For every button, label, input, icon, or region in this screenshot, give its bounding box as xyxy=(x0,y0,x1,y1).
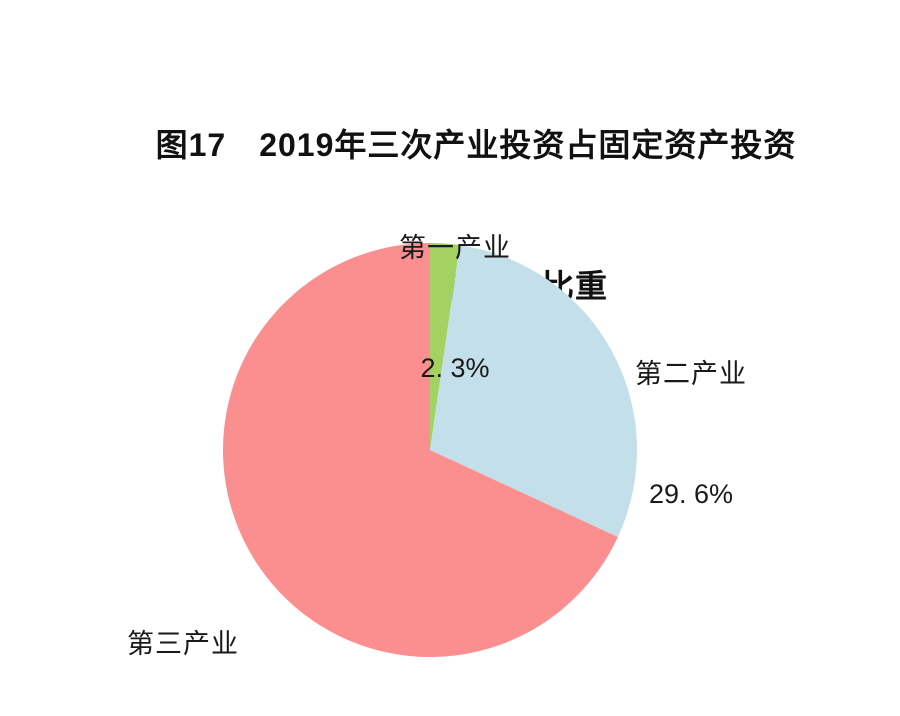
slice-label-name: 第三产业 xyxy=(127,629,239,659)
slice-label-value: 29. 6% xyxy=(648,479,734,509)
chart-title-line1: 图17 2019年三次产业投资占固定资产投资 xyxy=(155,127,797,163)
pie-slice-primary-industry xyxy=(430,243,460,450)
slice-label-tertiary-industry: 第三产业 68. 1% xyxy=(127,544,239,716)
slice-label-name: 第一产业 xyxy=(399,233,511,263)
slice-label-primary-industry: 第一产业 2. 3% xyxy=(399,148,511,468)
slice-label-secondary-industry: 第二产业 29. 6% xyxy=(635,274,747,594)
slice-label-value: 2. 3% xyxy=(420,353,490,383)
slice-label-name: 第二产业 xyxy=(635,359,747,389)
pie-slice-secondary-industry xyxy=(430,245,638,537)
pie-slice-tertiary-industry xyxy=(223,243,618,657)
